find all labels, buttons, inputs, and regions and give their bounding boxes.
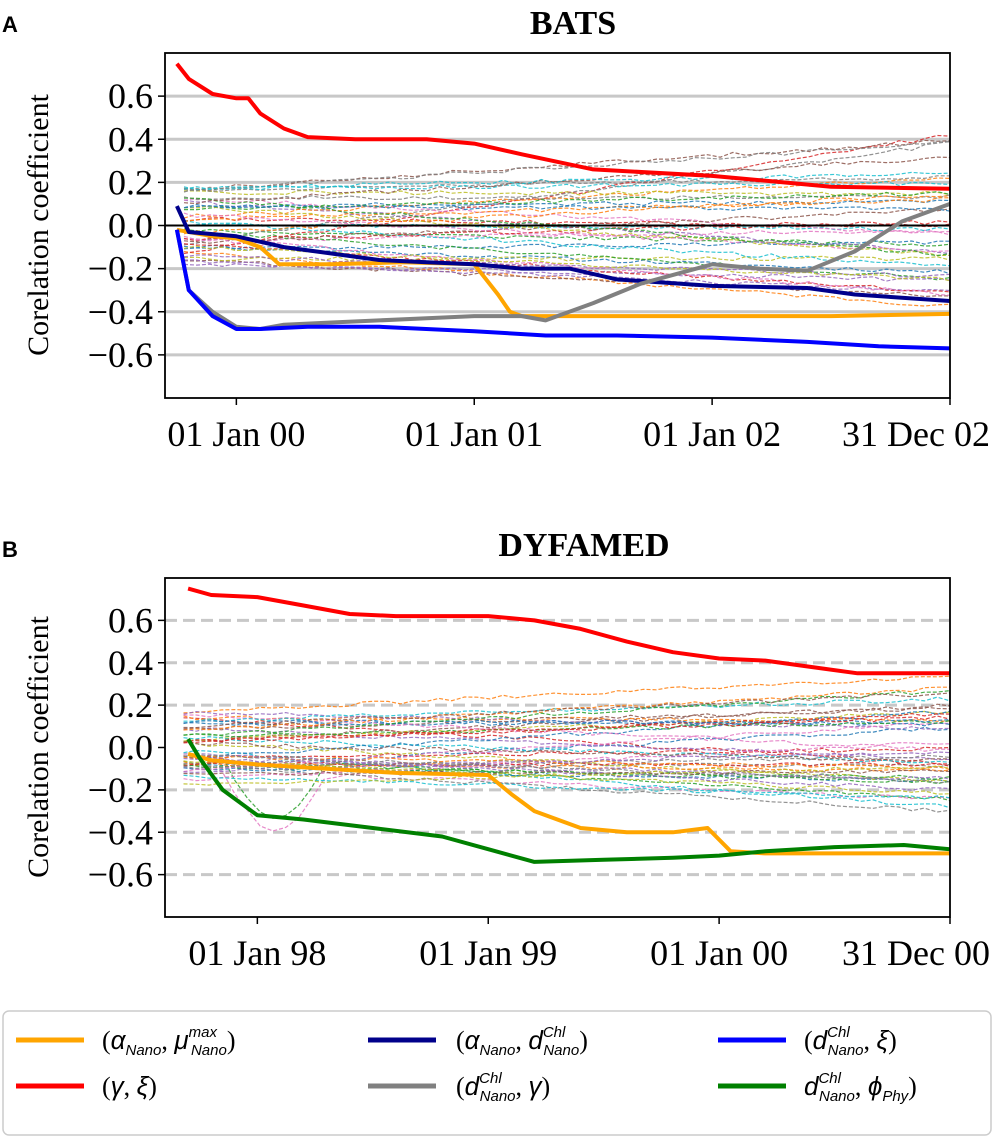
background-series-line <box>183 736 950 764</box>
y-tick-label: −0.4 <box>88 292 153 332</box>
background-series-line <box>183 156 950 205</box>
x-tick-label: 01 Jan 00 <box>167 414 305 454</box>
panel-letter: A <box>2 12 18 37</box>
y-axis-label: Corelation coefficient <box>22 93 55 356</box>
background-series-line <box>183 696 950 723</box>
background-series-line <box>183 175 950 193</box>
background-series-line <box>183 754 950 784</box>
background-series-line <box>183 690 950 736</box>
legend-label: (γ, ξ) <box>102 1071 157 1101</box>
x-tick-label: 01 Jan 01 <box>405 414 543 454</box>
y-tick-label: −0.2 <box>88 249 153 289</box>
background-series-line <box>183 228 950 281</box>
legend-label: dChl Nano, ϕPhy) <box>804 1070 917 1105</box>
x-tick-label: 31 Dec 02 <box>842 414 990 454</box>
background-series-line <box>183 754 950 771</box>
legend-label: (dChl Nano, γ) <box>456 1070 550 1105</box>
background-series-line <box>183 692 950 729</box>
background-series-line <box>184 259 950 292</box>
background-series-line <box>183 212 950 253</box>
panel-letter: B <box>2 537 18 562</box>
series-line-alpha_dchl <box>175 205 950 303</box>
plot-area: 0.60.40.20.0−0.2−0.4−0.6 01 Jan 98 01 Jan … <box>88 577 990 973</box>
background-series-line <box>183 219 950 267</box>
background-series-line <box>183 752 950 791</box>
y-tick-label: 0.0 <box>108 206 153 246</box>
background-series-line <box>183 208 950 244</box>
background-series-line <box>183 757 950 780</box>
chart-title: DYFAMED <box>498 527 669 564</box>
background-series-line <box>183 706 950 731</box>
y-tick-label: 0.2 <box>108 162 153 202</box>
x-tick-label: 01 Jan 99 <box>419 933 557 973</box>
x-tick-label: 01 Jan 02 <box>643 414 781 454</box>
background-series-line <box>183 715 950 744</box>
background-series-line <box>183 754 950 819</box>
background-series-group <box>183 134 950 307</box>
background-series-line <box>183 727 950 761</box>
background-series-line <box>183 746 950 760</box>
series-line-dchl_phy <box>186 737 950 864</box>
background-series-line <box>183 741 950 782</box>
background-series-line <box>183 710 950 759</box>
y-tick-label: 0.6 <box>108 600 153 640</box>
background-series-line <box>183 766 950 832</box>
background-series-line <box>183 195 950 235</box>
y-tick-label: −0.6 <box>88 855 153 895</box>
background-series-line <box>184 191 950 211</box>
y-tick-label: 0.6 <box>108 76 153 116</box>
background-series-line <box>183 741 950 763</box>
series-line-gamma_xi <box>175 62 950 191</box>
y-tick-label: −0.2 <box>88 770 153 810</box>
series-line-dchl_xi <box>174 229 950 351</box>
legend: (αNano, μmax Nano) (αNano, dChl Nano) (dCh… <box>2 1010 992 1136</box>
panel-dyfamed: B DYFAMED Corelation coefficient 0.60.40… <box>2 527 990 973</box>
series-line-alpha_mu <box>187 751 950 856</box>
background-series-line <box>183 686 950 731</box>
x-tick-label: 31 Dec 00 <box>842 933 990 973</box>
legend-label: (αNano, dChl Nano) <box>456 1024 588 1059</box>
y-tick-label: 0.2 <box>108 685 153 725</box>
y-tick-label: 0.4 <box>108 643 153 683</box>
background-series-line <box>183 675 950 714</box>
y-tick-label: −0.6 <box>88 335 153 375</box>
legend-label: (αNano, μmax Nano) <box>102 1024 235 1059</box>
plot-area: 0.60.40.20.0−0.2−0.4−0.6 01 Jan 00 01 Jan … <box>88 52 990 454</box>
background-series-line <box>183 141 950 246</box>
panel-bats: A BATS Corelation coefficient 0.60.40.20… <box>2 5 990 454</box>
y-axis-label: Corelation coefficient <box>22 615 55 878</box>
background-series-line <box>183 141 950 192</box>
series-line-gamma_xi <box>187 586 950 676</box>
background-series-line <box>184 205 950 256</box>
x-tick-label: 01 Jan 00 <box>650 933 788 973</box>
background-series-line <box>184 189 950 197</box>
background-series-line <box>183 180 950 191</box>
y-tick-label: 0.4 <box>108 119 153 159</box>
background-series-line <box>183 255 950 262</box>
y-tick-label: −0.4 <box>88 812 153 852</box>
background-series-line <box>183 197 950 236</box>
y-tick-label: 0.0 <box>108 728 153 768</box>
background-series-line <box>183 765 950 786</box>
background-series-line <box>183 194 950 201</box>
background-series-line <box>183 197 950 223</box>
background-series-group <box>183 675 950 832</box>
chart-title: BATS <box>530 5 616 42</box>
background-series-line <box>183 139 950 191</box>
background-series-line <box>183 719 950 738</box>
background-series-line <box>183 171 950 191</box>
x-tick-label: 01 Jan 98 <box>188 933 326 973</box>
